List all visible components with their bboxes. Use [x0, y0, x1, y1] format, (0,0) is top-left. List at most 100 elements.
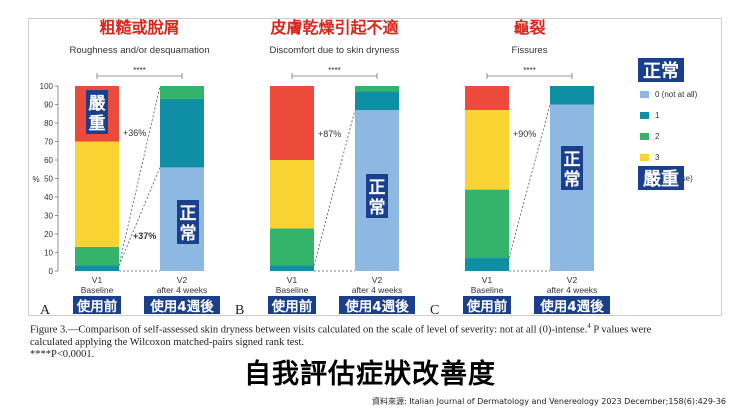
legend-swatch	[640, 133, 649, 140]
panel-title-zh: 粗糙或脫屑	[99, 18, 179, 37]
bar-segment-1	[270, 265, 314, 271]
category-code: V1	[482, 275, 493, 285]
annotation-label: +37%	[133, 231, 156, 241]
category-code: V2	[177, 275, 188, 285]
overlay-normal-label-box	[561, 146, 583, 190]
y-tick-label: 60	[44, 156, 53, 165]
annotation-label: +36%	[123, 128, 146, 138]
bar-segment-1	[75, 265, 119, 271]
panel-title-zh: 龜裂	[513, 18, 545, 37]
overlay-normal-label-box	[177, 200, 199, 244]
bar-segment-2	[355, 86, 399, 92]
category-sub: Baseline	[81, 285, 114, 295]
overlay-normal-label-box	[366, 174, 388, 218]
main-title: 自我評估症狀改善度	[244, 359, 496, 390]
legend-item-label: 3	[655, 153, 660, 162]
bar-segment-2	[465, 189, 509, 259]
annotation-label: +90%	[513, 129, 536, 139]
legend-swatch	[640, 91, 649, 98]
caption-line-2: calculated applying the Wilcoxon matched…	[30, 336, 305, 348]
connector-line	[118, 85, 161, 266]
panel-title: Roughness and/or desquamation	[70, 45, 210, 56]
figure-frame	[28, 18, 722, 316]
connector-line	[118, 167, 161, 266]
overlay-severe-label-box	[86, 90, 108, 134]
bar-segment-1	[465, 258, 509, 271]
overlay-normal-label-char: 正	[369, 178, 386, 198]
overlay-normal-label-char: 常	[369, 197, 386, 218]
category-zh-box	[339, 296, 415, 314]
figure-caption: Figure 3.—Comparison of self-assessed sk…	[30, 320, 720, 361]
category-code: V2	[567, 275, 578, 285]
category-code: V1	[92, 275, 103, 285]
bar-segment-1	[355, 91, 399, 111]
annotation-label: +87%	[318, 129, 341, 139]
category-zh-box	[463, 296, 511, 314]
category-sub: after 4 weeks	[547, 285, 598, 295]
y-axis-label: %	[32, 175, 39, 184]
y-tick-label: 100	[40, 82, 54, 91]
bar-segment-3	[270, 160, 314, 229]
category-zh: 使用4週後	[539, 298, 604, 315]
legend-item-label: 1	[655, 111, 660, 120]
panel-letter: B	[235, 303, 244, 318]
significance-stars: ****	[328, 66, 340, 75]
panel-letter: A	[40, 303, 51, 318]
bar-segment-4	[465, 86, 509, 111]
category-sub: Baseline	[471, 285, 504, 295]
panel-title-zh: 皮膚乾燥引起不適	[269, 18, 398, 37]
category-zh: 使用前	[466, 298, 508, 315]
category-code: V2	[372, 275, 383, 285]
category-zh-box	[144, 296, 220, 314]
category-zh-box	[73, 296, 121, 314]
connector-line	[508, 104, 551, 259]
bar-segment-4	[270, 86, 314, 160]
panel-title: Fissures	[512, 45, 548, 56]
legend-top-label-box	[638, 58, 684, 82]
y-tick-label: 30	[44, 212, 53, 221]
legend-swatch	[640, 112, 649, 119]
panel-title: Discomfort due to skin dryness	[270, 45, 400, 56]
y-tick-label: 20	[44, 230, 53, 239]
legend-item-label: 2	[655, 132, 660, 141]
category-zh: 使用前	[76, 298, 118, 315]
bar-segment-1	[160, 98, 204, 168]
y-tick-label: 0	[49, 267, 54, 276]
category-zh-box	[534, 296, 610, 314]
legend-top-label: 正常	[643, 60, 679, 82]
overlay-normal-label-char: 常	[564, 169, 581, 190]
overlay-normal-label-char: 正	[180, 204, 197, 224]
category-zh: 使用4週後	[149, 298, 214, 315]
bar-segment-1	[550, 86, 594, 105]
caption-line-3: ****P<0.0001.	[30, 348, 95, 360]
legend-bottom-label-box	[638, 166, 684, 190]
y-tick-label: 70	[44, 138, 53, 147]
panel-letter: C	[430, 303, 439, 318]
bar-segment-3	[465, 110, 509, 190]
connector-line	[313, 109, 356, 266]
overlay-severe-label-char: 嚴	[89, 94, 107, 114]
caption-reference: 4	[587, 322, 591, 330]
source-citation: 資料來源: Italian Journal of Dermatology and…	[372, 397, 726, 406]
significance-stars: ****	[133, 66, 145, 75]
category-sub: after 4 weeks	[352, 285, 403, 295]
legend-swatch	[640, 154, 649, 161]
category-zh-box	[268, 296, 316, 314]
category-zh: 使用前	[271, 298, 313, 315]
bar-segment-2	[270, 228, 314, 266]
legend-bottom-label: 嚴重	[643, 168, 679, 190]
legend-item-label: 0 (not at all)	[655, 90, 698, 99]
category-sub: Baseline	[276, 285, 309, 295]
category-sub: after 4 weeks	[157, 285, 208, 295]
overlay-severe-label-char: 重	[89, 113, 106, 134]
caption-line-1: Figure 3.—Comparison of self-assessed sk…	[30, 324, 588, 336]
overlay-normal-label-char: 正	[564, 150, 581, 170]
y-tick-label: 90	[44, 101, 53, 110]
caption-line-1-tail: P values were	[590, 324, 652, 336]
overlay-normal-label-char: 常	[180, 223, 197, 244]
category-code: V1	[287, 275, 298, 285]
category-zh: 使用4週後	[344, 298, 409, 315]
y-tick-label: 50	[44, 175, 53, 184]
significance-stars: ****	[523, 66, 535, 75]
